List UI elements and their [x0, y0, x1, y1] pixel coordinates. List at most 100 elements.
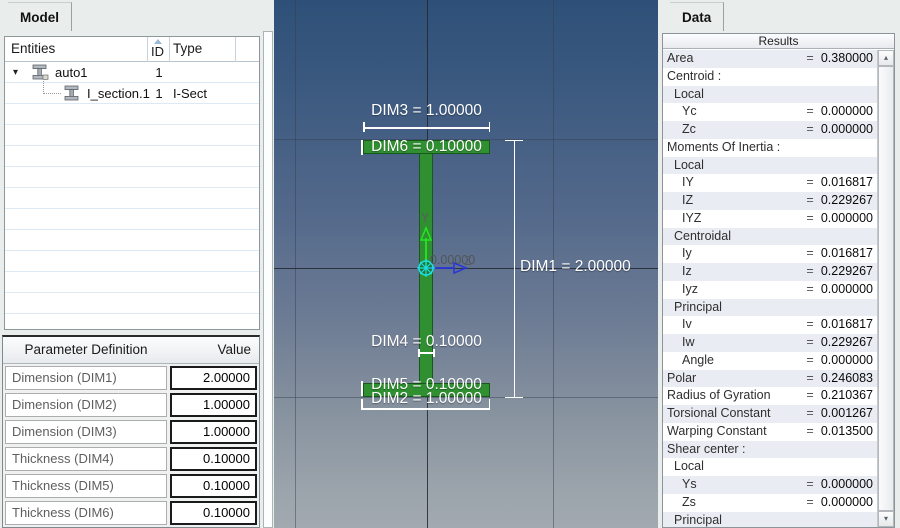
equals-sign: = — [806, 51, 814, 65]
equals-sign — [803, 228, 817, 246]
beam-section-icon — [32, 64, 49, 80]
sort-ascending-icon[interactable] — [154, 39, 162, 44]
parameter-row: Dimension (DIM3) 1.00000 — [5, 420, 257, 444]
results-row: Iw = 0.229267 — [663, 334, 877, 352]
results-row: Centroid : — [663, 68, 877, 86]
dim4-line — [418, 352, 434, 354]
tab-data[interactable]: Data — [670, 2, 725, 31]
param-header-label: Parameter Definition — [24, 342, 148, 357]
param-header-value: Value — [217, 342, 251, 357]
tree-header[interactable]: Entities ID Type — [5, 37, 259, 62]
result-value: 0.210367 — [820, 388, 873, 403]
result-label: Centroidal — [674, 228, 731, 243]
parameter-value-input[interactable]: 2.00000 — [170, 366, 257, 390]
results-panel: Results Area = 0.380000 Centroid : Local — [662, 33, 895, 528]
result-value: 0.229267 — [820, 193, 873, 207]
parameter-label: Dimension (DIM3) — [5, 420, 167, 444]
dim1-label: DIM1 = 2.00000 — [520, 258, 631, 275]
results-row: Local — [663, 458, 877, 476]
tab-model[interactable]: Model — [8, 2, 72, 31]
equals-sign: = — [806, 370, 814, 385]
results-row: Centroidal — [663, 227, 877, 246]
results-row: Angle = 0.000000 — [663, 352, 877, 370]
tree-col-entities[interactable]: Entities — [11, 41, 56, 56]
tree-col-type[interactable]: Type — [173, 41, 203, 56]
result-value: 0.013500 — [820, 423, 873, 438]
result-label: Moments Of Inertia : — [667, 139, 781, 154]
graphics-viewport[interactable]: DIM3 = 1.00000 DIM6 = 0.10000 DIM1 = 2.0… — [274, 0, 658, 528]
tree-col-id[interactable]: ID — [151, 44, 164, 59]
result-label: Angle — [682, 352, 714, 367]
parameter-value-input[interactable]: 1.00000 — [170, 420, 257, 444]
result-value — [817, 458, 877, 476]
z-axis-arrowhead — [453, 261, 468, 275]
equals-sign: = — [806, 477, 814, 491]
result-label: Principal — [674, 299, 722, 314]
results-row: Local — [663, 156, 877, 175]
dim6-label: DIM6 = 0.10000 — [371, 138, 482, 155]
results-row: Ys = 0.000000 — [663, 476, 877, 494]
tree-empty-rows[interactable] — [5, 104, 259, 329]
parameter-value-input[interactable]: 0.10000 — [170, 501, 257, 525]
expander-icon[interactable]: ▾ — [13, 67, 19, 78]
result-label: Iv — [682, 317, 692, 332]
dim5-label: DIM5 = 0.10000 — [371, 376, 482, 393]
parameter-label: Dimension (DIM2) — [5, 393, 167, 417]
result-value: 0.000000 — [820, 122, 873, 136]
equals-sign: = — [806, 335, 814, 349]
gridline — [274, 397, 658, 398]
result-value: 0.001267 — [820, 406, 873, 420]
result-value: 0.000000 — [820, 494, 873, 509]
equals-sign: = — [806, 175, 814, 190]
tree-row-label[interactable]: I_section.1 — [87, 86, 150, 101]
results-row: Shear center : — [663, 440, 877, 459]
result-value: 0.000000 — [820, 281, 873, 296]
z-axis-label: Z — [464, 254, 472, 268]
equals-sign: = — [806, 423, 814, 438]
ibeam-top-flange[interactable] — [363, 140, 490, 154]
equals-sign: = — [806, 104, 814, 119]
panel-splitter[interactable] — [263, 31, 273, 528]
result-value: 0.000000 — [820, 352, 873, 367]
result-label: Iw — [682, 335, 695, 349]
result-value: 0.000000 — [820, 477, 873, 491]
tree-row-auto1[interactable]: ▾ auto1 1 — [5, 62, 259, 83]
results-row: Warping Constant = 0.013500 — [663, 423, 877, 441]
parameter-rows: Dimension (DIM1) 2.00000 Dimension (DIM2… — [5, 366, 257, 527]
scroll-down-icon[interactable]: ▾ — [878, 511, 894, 527]
gridline — [295, 0, 296, 528]
scrollbar-thumb[interactable] — [878, 66, 894, 511]
equals-sign — [803, 299, 817, 317]
parameter-row: Dimension (DIM1) 2.00000 — [5, 366, 257, 390]
results-row: Iyz = 0.000000 — [663, 281, 877, 299]
results-row: IY = 0.016817 — [663, 174, 877, 192]
origin-triad[interactable]: Y 0.00000 Z — [404, 198, 504, 298]
result-value — [817, 68, 877, 86]
dim3-line — [363, 127, 490, 129]
results-row: Iv = 0.016817 — [663, 316, 877, 334]
ibeam-bottom-flange[interactable] — [363, 383, 490, 397]
scroll-up-icon[interactable]: ▴ — [878, 50, 894, 66]
equals-sign — [803, 68, 817, 86]
tree-row-type: I-Sect — [173, 86, 207, 101]
parameter-label: Thickness (DIM6) — [5, 501, 167, 525]
result-value — [817, 157, 877, 175]
result-value: 0.016817 — [820, 175, 873, 190]
dim2-line — [361, 408, 490, 410]
result-value: 0.016817 — [820, 246, 873, 261]
result-label: Yc — [682, 104, 697, 119]
tree-row-label[interactable]: auto1 — [55, 65, 88, 80]
results-scrollbar[interactable]: ▴ ▾ — [877, 50, 894, 527]
parameter-value-input[interactable]: 1.00000 — [170, 393, 257, 417]
parameter-value-input[interactable]: 0.10000 — [170, 474, 257, 498]
entities-tree-table[interactable]: Entities ID Type ▾ auto1 1 I_section.1 1… — [4, 36, 260, 330]
dim4-label: DIM4 = 0.10000 — [371, 333, 482, 350]
equals-sign — [803, 139, 817, 157]
tree-row-isection[interactable]: I_section.1 1 I-Sect — [5, 79, 259, 104]
parameter-value-input[interactable]: 0.10000 — [170, 447, 257, 471]
tree-connector — [43, 79, 61, 94]
result-value: 0.000000 — [820, 104, 873, 119]
results-row: IZ = 0.229267 — [663, 192, 877, 210]
result-label: Iz — [682, 264, 692, 278]
parameter-label: Dimension (DIM1) — [5, 366, 167, 390]
